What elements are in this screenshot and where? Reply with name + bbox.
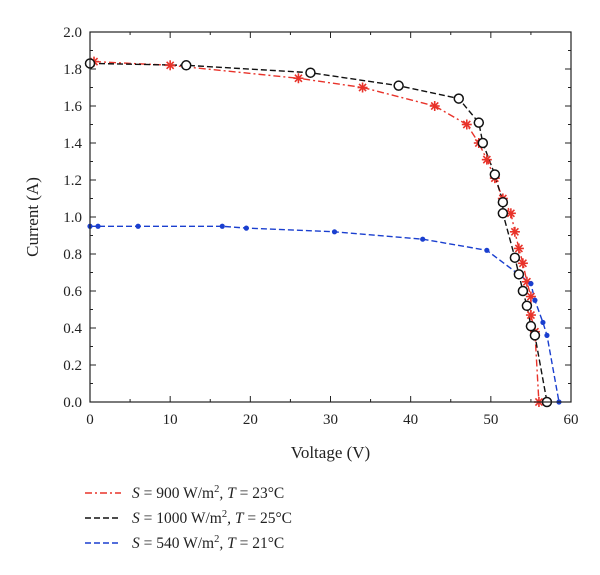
y-axis-label: Current (A) [23,177,42,257]
series-900-line [93,60,540,403]
legend-s-prefix: S [132,510,140,527]
legend-t-value: = 23°C [236,485,285,502]
series-1000-line [89,62,548,403]
series-1000-point [305,67,316,78]
x-tick-label: 30 [323,412,338,428]
legend-s-prefix: S [132,535,140,552]
series-540-point [420,236,426,242]
series-1000-legend-label: S = 1000 W/m2, T = 25°C [132,509,292,527]
plot-frame [89,31,572,403]
series-900-point [429,101,440,111]
legend-t-prefix: , T [219,485,237,502]
series-540-line [90,225,560,403]
series-1000-point [489,169,501,180]
y-tick-label: 0.6 [63,284,82,300]
legend-s-value: = 1000 W/m [140,510,222,527]
legend-t-prefix: , T [219,535,237,552]
series-1000-point [473,117,485,128]
x-tick-label: 0 [86,412,94,428]
series-900-point [293,73,304,84]
y-tick-label: 0.0 [63,395,82,411]
x-tick-label: 50 [483,412,498,428]
y-tick-label: 1.8 [63,62,82,78]
series-900-point [461,119,472,130]
y-tick-label: 0.8 [63,247,82,263]
legend-s-exp: 2 [222,509,227,520]
series-1000-point [517,285,529,297]
series-1000-point [180,60,192,71]
series-900-point [165,60,176,71]
series-900-point [517,258,528,269]
series-540-point [243,225,249,231]
legend-t-prefix: , T [227,510,245,527]
series-540-point [484,247,490,253]
series-1000-point [529,330,541,341]
series-540-point [219,223,225,229]
legend-s-value: = 900 W/m [140,485,214,502]
series-540-point [532,297,538,303]
y-tick-label: 1.2 [63,173,82,189]
series-540-point [528,281,534,287]
axes: 0 10 20 30 40 50 60 0.0 0.2 0.4 0.6 0.8 1.0 1.2 1.4 1.6… [63,25,578,428]
series-900-point [357,82,368,93]
x-axis-label: Voltage (V) [291,443,370,462]
y-tick-label: 2.0 [63,25,82,41]
series-900-point [509,226,520,237]
y-tick-label: 0.4 [63,321,82,337]
plot-area [84,56,562,408]
series-1000-point [525,320,537,332]
series-1000-point [521,300,533,312]
legend-s-exp: 2 [214,534,219,545]
y-tick-label: 1.4 [63,136,82,152]
y-tick-label: 1.0 [63,210,82,226]
y-tick-label: 1.6 [63,99,82,115]
x-tick-label: 20 [243,412,258,428]
x-tick-label: 10 [163,412,178,428]
legend-s-value: = 540 W/m [140,535,214,552]
series-540-point [544,332,550,338]
series-540-point [331,229,338,235]
x-tick-label: 40 [403,412,418,428]
legend-t-value: = 25°C [243,510,292,527]
series-900-legend-label: S = 900 W/m2, T = 23°C [132,484,284,502]
series-900-point [481,154,492,165]
series-540-legend-label: S = 540 W/m2, T = 21°C [132,534,284,552]
series-1000-point [477,137,489,149]
series-900-point [525,310,536,321]
series-1000-point [497,208,509,219]
series-900-point [513,243,524,254]
series-1000-point [497,196,509,208]
legend-s-exp: 2 [214,484,219,495]
legend: S = 900 W/m2, T = 23°CS = 1000 W/m2, T =… [85,484,292,552]
series-1000-point [509,252,521,263]
series-540-point [540,319,546,326]
legend-s-prefix: S [132,485,140,502]
series-540-point [135,223,141,229]
series-1000-point [453,93,465,104]
series-540-point [95,223,101,229]
series-1000-point [513,269,525,280]
series-1000-point [393,80,404,91]
legend-t-value: = 21°C [236,535,285,552]
x-tick-label: 60 [564,412,579,428]
y-tick-label: 0.2 [63,358,82,374]
